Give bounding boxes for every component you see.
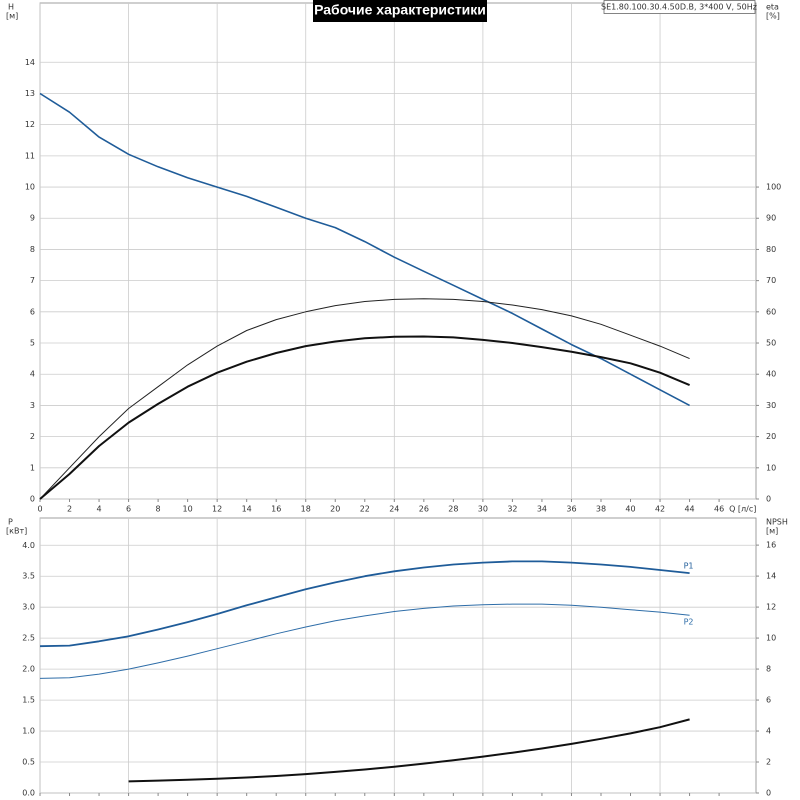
x-tick-label: 0 [37,505,42,514]
y-tick-label: 9 [30,214,35,223]
x-tick-label: 12 [212,505,222,514]
y-tick-label: 0.0 [22,789,35,798]
y2-axis-unit: [%] [766,12,780,21]
chart-title: Рабочие характеристики [314,2,486,18]
title-box [313,0,487,22]
y-axis-label: P [8,518,13,527]
y-tick-label: 8 [30,245,35,254]
x-tick-label: 32 [507,505,517,514]
y-tick-label: 1 [30,463,35,472]
plot-frame [39,2,757,500]
plot-frame [39,517,757,794]
y2-tick-label: 60 [766,307,776,316]
y-tick-label: 2.0 [22,665,35,674]
y2-axis-unit: [м] [766,527,778,536]
y2-tick-label: 0 [766,495,771,504]
y-tick-label: 7 [30,276,35,285]
x-tick-label: 10 [183,505,193,514]
y-tick-label: 3.0 [22,603,35,612]
info-annotation: SE1.80.100.30.4.50D.B, 3*400 V, 50Hz [601,3,757,12]
y-tick-label: 2 [30,432,35,441]
series-label: P1 [684,562,694,571]
y2-tick-label: 6 [766,696,771,705]
y2-tick-label: 50 [766,339,776,348]
x-tick-label: 22 [360,505,370,514]
y-tick-label: 2.5 [22,634,35,643]
y-tick-label: 6 [30,307,35,316]
x-tick-label: 40 [625,505,635,514]
x-tick-label: 42 [655,505,665,514]
y2-axis-label: NPSH [766,518,788,527]
y2-tick-label: 70 [766,276,776,285]
series-line [39,603,690,679]
x-tick-label: 14 [242,505,252,514]
y-tick-label: 4 [30,370,35,379]
y2-tick-label: 16 [766,541,776,550]
y2-tick-label: 8 [766,665,771,674]
y2-tick-label: 12 [766,603,776,612]
y-axis-unit: [м] [6,12,18,21]
x-tick-label: 38 [596,505,606,514]
y2-tick-label: 14 [766,572,776,581]
y2-tick-label: 90 [766,214,776,223]
x-tick-label: 6 [126,505,131,514]
info-box [603,0,756,14]
series-line [39,335,690,500]
y2-tick-label: 80 [766,245,776,254]
y2-tick-label: 10 [766,634,776,643]
y-tick-label: 0.5 [22,758,35,767]
x-tick-label: 4 [97,505,102,514]
y2-tick-label: 100 [766,183,781,192]
y-axis-unit: [кВт] [6,527,27,536]
y2-tick-label: 4 [766,727,771,736]
x-tick-label: 8 [156,505,161,514]
x-axis-label: Q [л/с] [729,505,756,514]
x-tick-label: 26 [419,505,429,514]
series-line [128,718,690,783]
y-tick-label: 11 [25,151,35,160]
y2-axis-label: eta [766,3,779,12]
x-tick-label: 28 [448,505,458,514]
x-tick-label: 18 [301,505,311,514]
y-tick-label: 1.5 [22,696,35,705]
y-tick-label: 1.0 [22,727,35,736]
y-tick-label: 12 [25,120,35,129]
y-tick-label: 14 [25,58,35,67]
series-line [39,560,690,648]
y-axis-label: H [8,3,14,12]
x-tick-label: 36 [566,505,576,514]
y-tick-label: 10 [25,183,35,192]
y2-tick-label: 2 [766,758,771,767]
x-tick-label: 44 [684,505,694,514]
x-tick-label: 30 [478,505,488,514]
y2-tick-label: 10 [766,463,776,472]
x-tick-label: 16 [271,505,281,514]
y-tick-label: 13 [25,89,35,98]
y-tick-label: 0 [30,495,35,504]
y2-tick-label: 40 [766,370,776,379]
y-tick-label: 3.5 [22,572,35,581]
x-tick-label: 2 [67,505,72,514]
y-tick-label: 4.0 [22,541,35,550]
x-tick-label: 34 [537,505,547,514]
series-line [39,92,690,407]
y-tick-label: 5 [30,339,35,348]
series-line [39,298,690,500]
x-tick-label: 20 [330,505,340,514]
x-tick-label: 24 [389,505,399,514]
x-tick-label: 46 [714,505,724,514]
series-label: P2 [684,618,694,627]
y2-tick-label: 20 [766,432,776,441]
y2-tick-label: 0 [766,789,771,798]
y2-tick-label: 30 [766,401,776,410]
y-tick-label: 3 [30,401,35,410]
